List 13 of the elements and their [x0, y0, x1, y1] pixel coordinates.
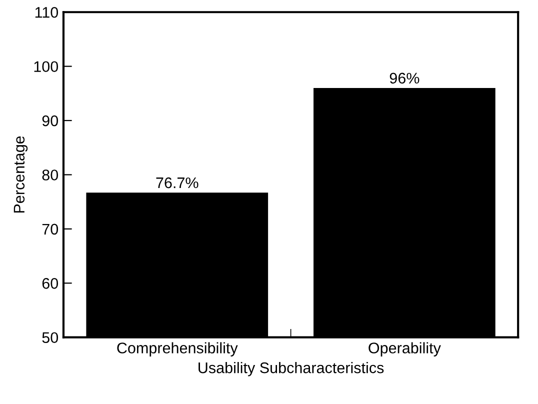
- y-axis-title: Percentage: [14, 136, 28, 213]
- x-tick-label: Operability: [368, 342, 441, 356]
- y-tick-label: 100: [34, 61, 58, 72]
- y-tick-label: 110: [35, 6, 58, 18]
- y-tick-label: 60: [42, 278, 58, 289]
- x-axis-title: Usability Subcharacteristics: [198, 362, 384, 376]
- y-tick-label: 90: [42, 115, 58, 126]
- y-tick-label: 50: [42, 332, 58, 344]
- data-label: 96%: [390, 72, 420, 84]
- y-tick-label: 80: [42, 170, 58, 180]
- data-label: 76.7%: [156, 177, 198, 188]
- y-tick-label: 70: [42, 224, 58, 235]
- x-tick-label: Comprehensibility: [117, 342, 238, 356]
